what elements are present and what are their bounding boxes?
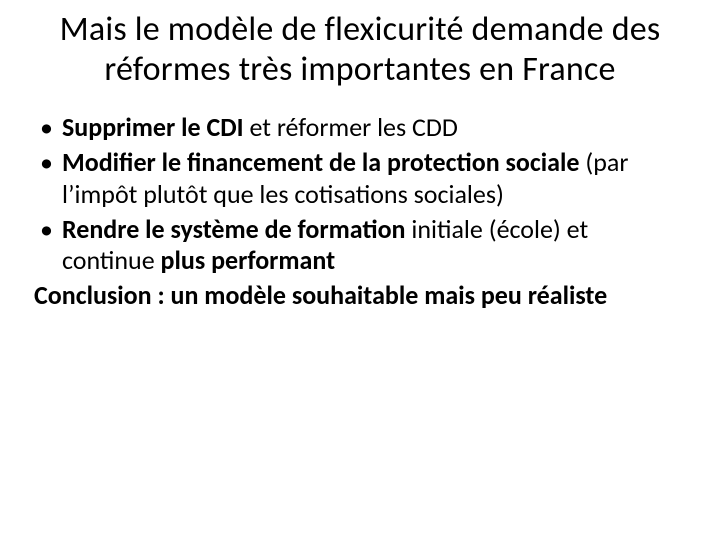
- bullet-list: Supprimer le CDI et réformer les CDD Mod…: [28, 112, 692, 276]
- bullet-bold: Supprimer le CDI: [62, 111, 249, 143]
- slide: Mais le modèle de flexicurité demande de…: [0, 0, 720, 540]
- bullet-bold: Modifier le financement de la protection…: [62, 146, 585, 178]
- bullet-bold: Rendre le système de formation: [62, 213, 411, 245]
- list-item: Supprimer le CDI et réformer les CDD: [34, 112, 684, 143]
- list-item: Rendre le système de formation initiale …: [34, 214, 684, 276]
- slide-title: Mais le modèle de flexicurité demande de…: [28, 10, 692, 90]
- conclusion-text: Conclusion : un modèle souhaitable mais …: [34, 280, 692, 311]
- bullet-bold: plus performant: [161, 244, 336, 276]
- bullet-text: et réformer les CDD: [249, 111, 457, 143]
- list-item: Modifier le financement de la protection…: [34, 147, 684, 209]
